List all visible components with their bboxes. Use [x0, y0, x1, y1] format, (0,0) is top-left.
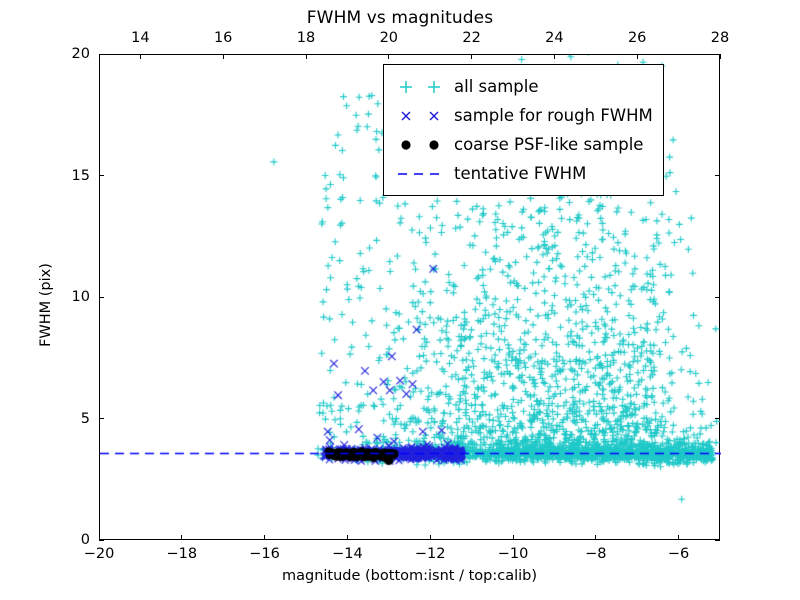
y-tick-mark — [99, 539, 104, 541]
plus-marker-icon — [392, 75, 448, 99]
dot-marker-icon — [392, 133, 448, 157]
x-tick-label-bottom: −6 — [667, 546, 690, 562]
x-tick-mark-bottom — [678, 535, 680, 540]
x-tick-label-bottom: −20 — [83, 546, 115, 562]
x-tick-mark-top — [471, 54, 473, 59]
x-tick-mark-top — [719, 54, 721, 59]
x-tick-label-top: 20 — [379, 30, 399, 46]
y-tick-mark-right — [715, 175, 720, 177]
y-tick-mark — [99, 296, 104, 298]
x-tick-label-bottom: −12 — [414, 546, 446, 562]
x-tick-mark-bottom — [181, 535, 183, 540]
plot-title: FWHM vs magnitudes — [306, 8, 494, 28]
x-tick-mark-top — [553, 54, 556, 59]
x-tick-label-top: 14 — [131, 30, 150, 46]
x-tick-label-top: 28 — [710, 30, 730, 46]
x-tick-mark-top — [139, 54, 142, 59]
x-tick-label-top: 26 — [627, 30, 647, 46]
x-tick-mark-top — [305, 54, 307, 59]
legend-entry-coarse-psf: coarse PSF-like sample — [392, 130, 653, 159]
x-tick-mark-bottom — [264, 535, 266, 540]
x-tick-label-top: 16 — [213, 30, 233, 46]
x-tick-label-bottom: −18 — [166, 546, 198, 562]
legend-entry-tentative-fwhm: tentative FWHM — [392, 159, 653, 188]
x-tick-mark-top — [388, 54, 390, 59]
x-tick-label-bottom: −16 — [249, 546, 280, 562]
y-tick-label: 0 — [80, 532, 90, 548]
x-tick-mark-bottom — [595, 535, 597, 540]
x-tick-mark-bottom — [346, 535, 349, 540]
y-tick-mark — [99, 53, 104, 55]
x-tick-label-top: 24 — [545, 30, 564, 46]
x-tick-label-bottom: −10 — [497, 546, 529, 562]
x-tick-mark-top — [222, 54, 224, 59]
x-tick-mark-bottom — [98, 535, 100, 540]
dashed-line-marker-icon — [392, 162, 448, 186]
x-tick-mark-bottom — [512, 535, 514, 540]
y-tick-mark-right — [715, 418, 720, 420]
legend-label-tentative-fwhm: tentative FWHM — [454, 164, 587, 183]
legend-label-coarse-psf: coarse PSF-like sample — [454, 135, 644, 154]
y-tick-label: 10 — [71, 289, 90, 305]
y-tick-label: 20 — [71, 46, 90, 62]
x-axis-label: magnitude (bottom:isnt / top:calib) — [281, 568, 537, 584]
y-tick-mark-right — [715, 539, 720, 541]
y-tick-mark-right — [715, 296, 720, 298]
x-tick-mark-top — [636, 54, 638, 59]
legend-label-all-sample: all sample — [454, 77, 539, 96]
x-tick-mark-bottom — [429, 535, 431, 540]
x-tick-label-top: 18 — [296, 30, 316, 46]
x-tick-label-bottom: −8 — [585, 546, 607, 562]
legend-box: all sample sample for rough FWHM c — [383, 64, 664, 196]
y-tick-mark — [99, 175, 104, 177]
cross-marker-icon — [392, 104, 448, 128]
x-tick-label-top: 22 — [462, 30, 481, 46]
legend-entry-all-sample: all sample — [392, 72, 653, 101]
y-tick-mark-right — [715, 53, 720, 55]
y-tick-label: 15 — [71, 167, 90, 184]
x-tick-label-bottom: −14 — [332, 546, 363, 562]
legend-entry-rough-fwhm: sample for rough FWHM — [392, 101, 653, 130]
y-tick-label: 5 — [80, 410, 90, 427]
legend-label-rough-fwhm: sample for rough FWHM — [454, 106, 653, 125]
y-tick-mark — [99, 418, 104, 420]
y-axis-label: FWHM (pix) — [38, 263, 54, 347]
